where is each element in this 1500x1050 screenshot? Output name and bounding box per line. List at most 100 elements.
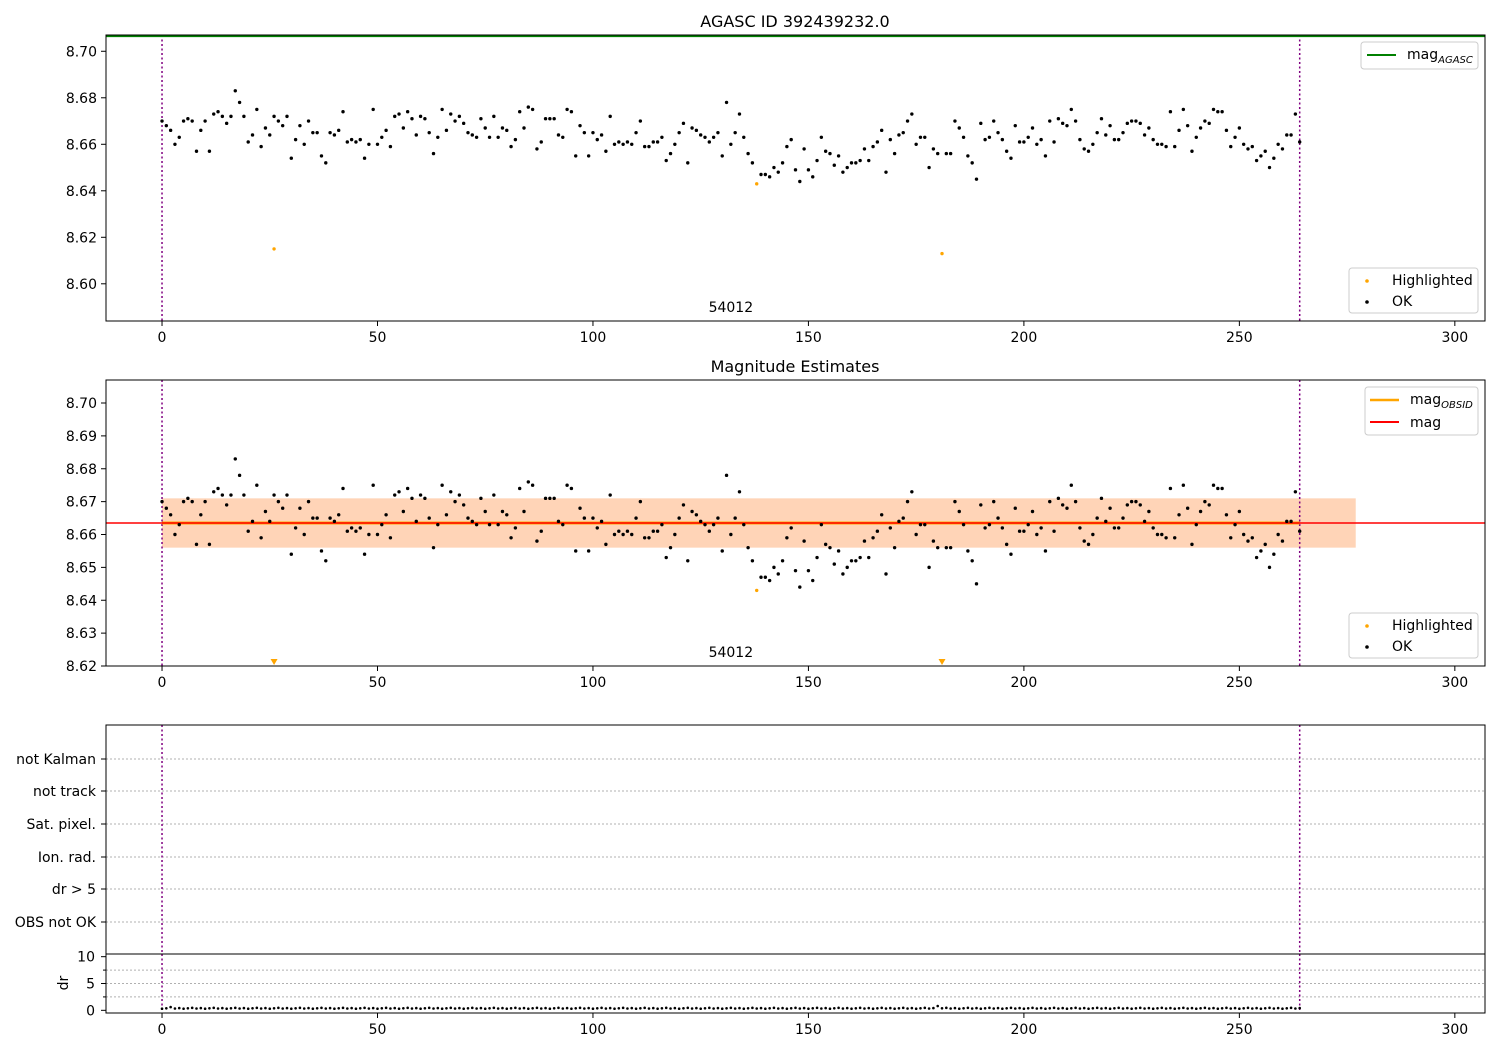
ok-point bbox=[380, 135, 384, 140]
ok-point bbox=[1241, 532, 1246, 537]
y-tick-label: 8.67 bbox=[66, 495, 97, 511]
ok-point bbox=[483, 126, 487, 130]
ok-point bbox=[181, 499, 186, 504]
ok-point bbox=[349, 526, 354, 530]
ok-point bbox=[1203, 499, 1207, 504]
highlighted-point bbox=[755, 182, 759, 186]
dr-point bbox=[212, 1006, 216, 1010]
ok-point bbox=[1052, 529, 1056, 533]
ok-point bbox=[1065, 123, 1069, 128]
legend-label-ok: OK bbox=[1392, 639, 1413, 655]
ok-point bbox=[664, 158, 668, 163]
ok-point bbox=[1060, 503, 1065, 507]
ok-point bbox=[673, 142, 677, 146]
ok-point bbox=[405, 486, 410, 491]
ok-point bbox=[966, 154, 970, 158]
dr-point bbox=[358, 1006, 362, 1010]
ok-point bbox=[1091, 142, 1095, 146]
ok-point bbox=[1250, 536, 1254, 540]
ok-point bbox=[414, 519, 418, 524]
ok-point bbox=[522, 509, 526, 514]
dr-point bbox=[186, 1006, 190, 1010]
dr-point bbox=[199, 1006, 203, 1010]
dr-point bbox=[1126, 1006, 1129, 1010]
ok-point bbox=[1138, 121, 1142, 126]
ok-point bbox=[552, 496, 556, 501]
ok-point bbox=[604, 542, 608, 547]
ok-point bbox=[642, 144, 647, 149]
ok-point bbox=[168, 128, 173, 133]
dr-point bbox=[858, 1006, 862, 1010]
ok-point bbox=[1043, 154, 1048, 158]
ok-point bbox=[199, 513, 203, 517]
ok-point bbox=[931, 539, 936, 543]
ok-point bbox=[1259, 154, 1263, 158]
ok-point bbox=[1013, 123, 1017, 128]
ok-point bbox=[617, 140, 621, 144]
legend-marker-ok bbox=[1365, 300, 1369, 304]
ok-point bbox=[466, 516, 470, 520]
legend-label-highlighted: Highlighted bbox=[1392, 273, 1473, 289]
highlighted-offscale-marker bbox=[270, 659, 278, 665]
legend-label-highlighted: Highlighted bbox=[1392, 618, 1473, 634]
ok-point bbox=[190, 119, 194, 123]
ok-point bbox=[203, 119, 207, 123]
ok-point bbox=[168, 513, 173, 517]
ok-point bbox=[1289, 133, 1293, 137]
ok-point bbox=[711, 135, 716, 140]
ok-point bbox=[910, 490, 914, 494]
ok-point bbox=[362, 156, 367, 160]
ok-point bbox=[164, 506, 169, 510]
ok-point bbox=[918, 522, 923, 527]
dr-point bbox=[320, 1006, 323, 1010]
dr-point bbox=[272, 1006, 276, 1010]
ok-point bbox=[802, 539, 806, 543]
dr-point bbox=[535, 1006, 539, 1010]
ok-point bbox=[319, 154, 324, 158]
ok-point bbox=[259, 536, 263, 540]
ok-point bbox=[599, 133, 604, 137]
ok-point bbox=[811, 175, 815, 179]
x-tick-label: 150 bbox=[795, 1022, 822, 1038]
ok-point bbox=[1168, 110, 1173, 114]
ok-point bbox=[505, 513, 509, 517]
dr-point bbox=[1130, 1007, 1133, 1011]
dr-point bbox=[936, 1004, 940, 1008]
ok-point bbox=[1017, 529, 1022, 533]
ok-point bbox=[957, 126, 961, 130]
dr-point bbox=[962, 1006, 965, 1010]
ok-point bbox=[901, 516, 905, 520]
ok-point bbox=[1065, 506, 1069, 510]
ok-point bbox=[367, 532, 371, 537]
ok-point bbox=[767, 175, 772, 179]
ok-point bbox=[1099, 496, 1104, 501]
dr-point bbox=[548, 1007, 552, 1011]
ok-point bbox=[1285, 519, 1289, 524]
ok-point bbox=[703, 135, 707, 140]
y-tick-label: 8.60 bbox=[66, 277, 97, 293]
ok-point bbox=[207, 149, 212, 153]
x-tick-label: 300 bbox=[1441, 675, 1468, 691]
ok-point bbox=[466, 130, 470, 135]
ok-point bbox=[845, 565, 849, 570]
ok-point bbox=[841, 170, 845, 174]
x-tick-label: 200 bbox=[1011, 675, 1038, 691]
panel-magnitude-estimates: Magnitude Estimates 0 50 100 150 200 250 300 8.… bbox=[66, 357, 1486, 691]
ok-point bbox=[875, 140, 880, 144]
ok-point bbox=[1082, 147, 1086, 151]
ok-point bbox=[1211, 107, 1216, 112]
x-tick-label: 0 bbox=[158, 675, 167, 691]
dr-point bbox=[216, 1007, 220, 1010]
ok-point bbox=[1030, 509, 1035, 514]
ok-point bbox=[177, 522, 181, 527]
ok-point bbox=[405, 110, 410, 114]
ok-point bbox=[216, 486, 220, 491]
ok-point bbox=[367, 142, 371, 146]
ok-point bbox=[630, 532, 634, 537]
ok-point bbox=[474, 135, 479, 140]
dr-point bbox=[1285, 1006, 1289, 1010]
dr-point bbox=[1018, 1006, 1021, 1010]
ok-point bbox=[233, 457, 237, 461]
dr-point bbox=[1031, 1006, 1034, 1010]
